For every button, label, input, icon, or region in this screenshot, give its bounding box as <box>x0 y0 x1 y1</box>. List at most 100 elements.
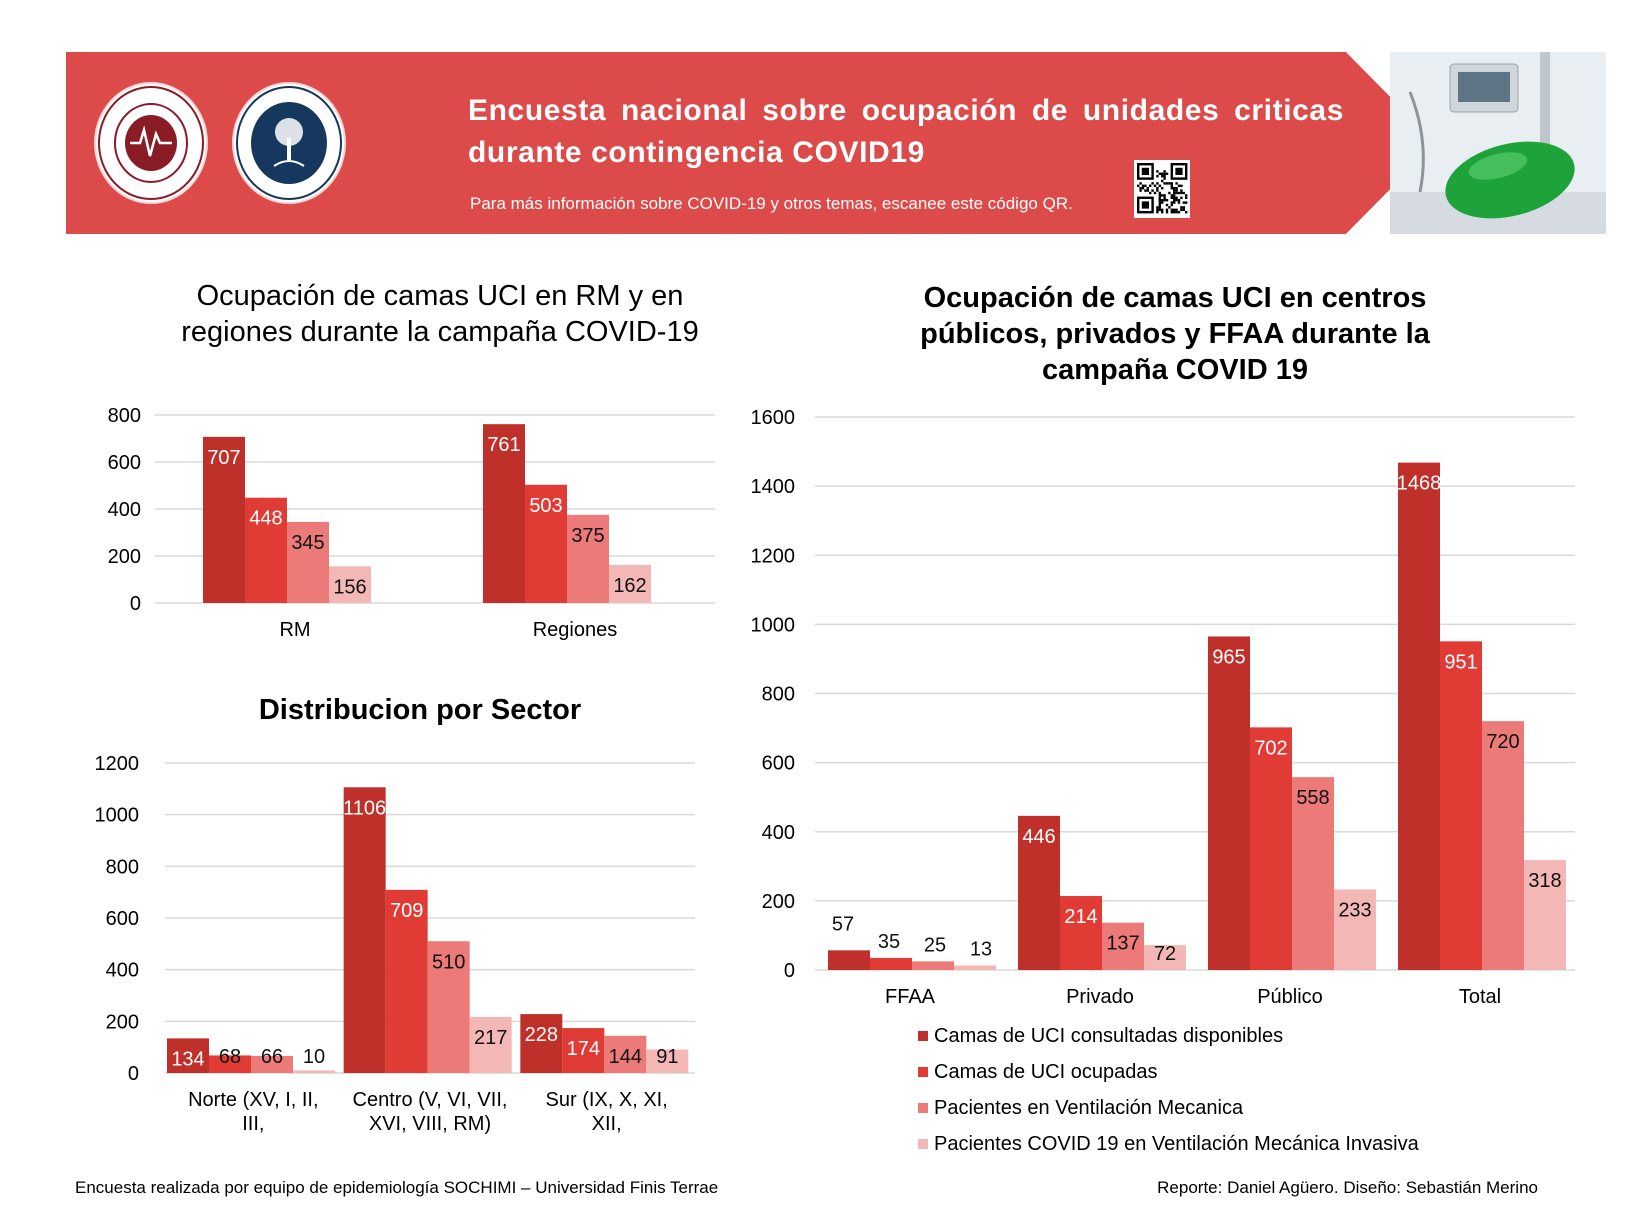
data-label: 707 <box>207 447 240 469</box>
legend-item: Pacientes en Ventilación Mecanica <box>918 1090 1419 1126</box>
data-label: 709 <box>390 900 423 922</box>
data-label: 174 <box>567 1038 600 1060</box>
bar <box>385 889 428 1073</box>
bar <box>209 1055 251 1073</box>
bar <box>609 564 651 603</box>
legend-swatch-icon <box>918 1067 928 1077</box>
data-label: 156 <box>333 576 366 598</box>
bar <box>525 484 567 603</box>
y-tick-label: 1000 <box>95 805 139 827</box>
chart-title-sector: Distribucion por Sector <box>258 694 582 726</box>
qr-code[interactable] <box>1134 160 1190 218</box>
data-label: 134 <box>171 1048 204 1070</box>
y-tick-label: 0 <box>784 960 795 982</box>
x-tick-label: RM <box>279 619 310 641</box>
data-label: 25 <box>924 934 946 956</box>
bar <box>245 497 287 603</box>
bar <box>329 566 371 603</box>
bar <box>828 950 870 970</box>
y-tick-label: 800 <box>762 684 795 706</box>
data-label: 558 <box>1296 787 1329 809</box>
bar <box>469 1016 512 1073</box>
data-label: 162 <box>613 575 646 597</box>
data-label: 91 <box>656 1046 678 1068</box>
sochimi-logo <box>96 84 206 202</box>
footer-credit-report: Reporte: Daniel Agüero. Diseño: Sebastiá… <box>1157 1178 1538 1197</box>
legend-item: Camas de UCI consultadas disponibles <box>918 1018 1419 1054</box>
bar <box>1482 721 1524 970</box>
y-tick-label: 1200 <box>95 753 139 775</box>
x-tick-label: Centro (V, VI, VII, XVI, VIII, RM) <box>353 1089 508 1135</box>
chart-centros: 0 200 400 600 800 1000 1200 1400 1600 57 35 25 13 FFA… <box>751 407 1575 1008</box>
data-label: 13 <box>970 939 992 961</box>
chart-title-centros: Ocupación de camas UCI en centros públic… <box>920 282 1430 386</box>
x-tick-label: Regiones <box>533 619 618 641</box>
data-label: 951 <box>1444 651 1477 673</box>
y-tick-label: 1600 <box>751 407 796 429</box>
footer-credit-survey: Encuesta realizada por equipo de epidemi… <box>75 1178 719 1197</box>
y-tick-label: 200 <box>106 1011 139 1033</box>
bar <box>167 1038 209 1073</box>
bar <box>954 965 996 970</box>
banner-title: Encuesta nacional sobre ocupación de uni… <box>468 94 1344 169</box>
bar <box>1440 641 1482 970</box>
data-label: 448 <box>249 508 282 530</box>
bar <box>604 1035 647 1073</box>
bar <box>562 1028 605 1073</box>
y-tick-label: 1000 <box>751 614 796 636</box>
chart-title-rm-regiones: Ocupación de camas UCI en RM y en region… <box>181 280 699 348</box>
data-label: 66 <box>261 1046 283 1068</box>
y-tick-label: 1200 <box>751 545 796 567</box>
y-tick-label: 200 <box>762 891 795 913</box>
x-tick-label: Sur (IX, X, XI, XII, <box>546 1089 668 1135</box>
bar <box>1334 889 1376 970</box>
y-tick-label: 0 <box>128 1063 139 1085</box>
data-label: 318 <box>1528 870 1561 892</box>
data-label: 228 <box>525 1024 558 1046</box>
y-tick-label: 400 <box>106 960 139 982</box>
chart-centros-legend: Camas de UCI consultadas disponibles Cam… <box>918 1018 1419 1162</box>
data-label: 1468 <box>1397 473 1442 495</box>
y-tick-label: 800 <box>108 405 141 427</box>
bar <box>1018 815 1060 970</box>
legend-item: Camas de UCI ocupadas <box>918 1054 1419 1090</box>
data-label: 510 <box>432 951 465 973</box>
y-tick-label: 600 <box>108 452 141 474</box>
data-label: 720 <box>1486 731 1519 753</box>
data-label: 68 <box>219 1046 241 1068</box>
bar <box>646 1049 689 1073</box>
y-tick-label: 1400 <box>751 476 796 498</box>
data-label: 965 <box>1212 646 1245 668</box>
x-tick-label: Norte (XV, I, II, III, <box>188 1089 318 1135</box>
bar <box>287 521 329 603</box>
bar <box>1524 860 1566 970</box>
header-banner: Encuesta nacional sobre ocupación de uni… <box>66 52 1606 234</box>
x-tick-label: Total <box>1459 986 1501 1008</box>
ventilator-photo <box>1390 52 1606 234</box>
data-label: 57 <box>832 913 854 935</box>
data-label: 214 <box>1064 906 1097 928</box>
data-label: 217 <box>474 1027 507 1049</box>
bar <box>1292 777 1334 970</box>
bar <box>520 1014 563 1073</box>
legend-swatch-icon <box>918 1031 928 1041</box>
bar <box>567 514 609 603</box>
legend-label: Pacientes en Ventilación Mecanica <box>934 1096 1244 1119</box>
data-label: 375 <box>571 525 604 547</box>
bar <box>1208 636 1250 970</box>
x-tick-label: Público <box>1257 986 1323 1008</box>
y-tick-label: 600 <box>762 753 795 775</box>
data-label: 702 <box>1254 737 1287 759</box>
data-label: 10 <box>303 1046 325 1068</box>
x-tick-label: Privado <box>1066 986 1134 1008</box>
x-tick-label: FFAA <box>885 986 936 1008</box>
data-label: 35 <box>878 931 900 953</box>
banner-subtitle: Para más información sobre COVID-19 y ot… <box>470 194 1073 213</box>
bar <box>870 957 912 970</box>
bar <box>1144 945 1186 970</box>
data-label: 233 <box>1338 899 1371 921</box>
bar <box>1398 462 1440 970</box>
data-label: 1106 <box>343 797 386 819</box>
data-label: 503 <box>529 495 562 517</box>
y-tick-label: 400 <box>762 822 795 844</box>
